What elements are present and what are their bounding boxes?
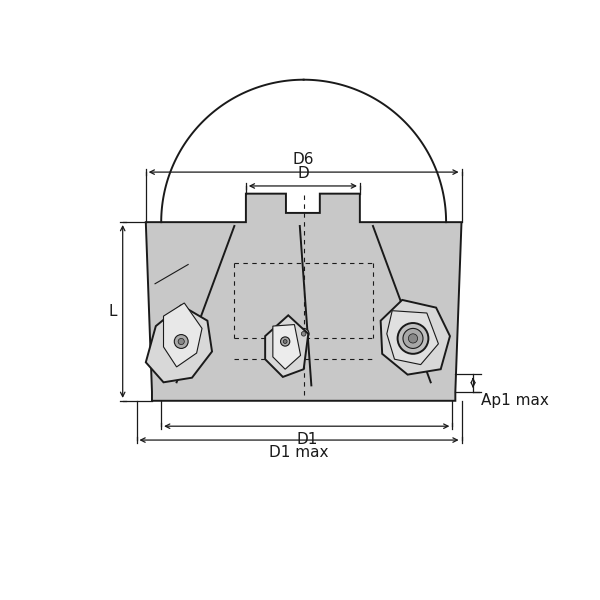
Text: Ap1 max: Ap1 max: [481, 393, 548, 408]
Text: D6: D6: [293, 152, 314, 167]
Circle shape: [403, 328, 423, 349]
Circle shape: [409, 334, 418, 343]
Circle shape: [298, 328, 309, 339]
Polygon shape: [380, 300, 450, 374]
Circle shape: [281, 337, 290, 346]
Circle shape: [283, 340, 287, 343]
Polygon shape: [273, 325, 301, 369]
Text: D1 max: D1 max: [269, 445, 329, 460]
Text: D1: D1: [296, 431, 317, 446]
Polygon shape: [387, 311, 439, 365]
Circle shape: [174, 335, 188, 349]
Circle shape: [398, 323, 428, 354]
Text: L: L: [109, 304, 118, 319]
Polygon shape: [146, 194, 461, 401]
Polygon shape: [164, 303, 202, 367]
Circle shape: [301, 331, 306, 336]
Polygon shape: [146, 305, 212, 382]
Text: D: D: [297, 166, 309, 181]
Polygon shape: [265, 316, 308, 377]
Circle shape: [178, 338, 184, 344]
